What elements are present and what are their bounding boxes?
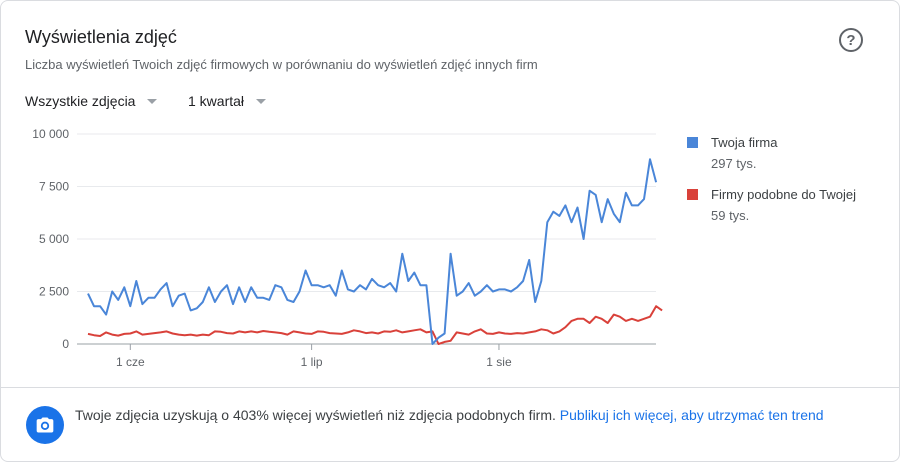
y-tick-label: 5 000 (39, 232, 69, 246)
insight-message: Twoje zdjęcia uzyskują o 403% więcej wyś… (75, 403, 875, 427)
legend-label: Twoja firma (711, 135, 778, 150)
x-tick-label: 1 sie (486, 355, 512, 369)
y-tick-label: 10 000 (32, 127, 69, 141)
divider (1, 387, 899, 388)
legend-value: 297 tys. (711, 156, 757, 171)
period-filter-label: 1 kwartał (188, 93, 245, 109)
photos-filter-dropdown[interactable]: Wszystkie zdjęcia (25, 93, 158, 109)
legend-swatch (687, 189, 698, 200)
publish-more-link[interactable]: Publikuj ich więcej, aby utrzymać ten tr… (559, 407, 824, 423)
help-icon[interactable]: ? (839, 28, 863, 52)
legend-label: Firmy podobne do Twojej (711, 187, 857, 202)
insight-text: Twoje zdjęcia uzyskują o 403% więcej wyś… (75, 407, 560, 423)
y-tick-label: 0 (62, 337, 69, 351)
card-subtitle: Liczba wyświetleń Twoich zdjęć firmowych… (25, 57, 538, 72)
photos-filter-label: Wszystkie zdjęcia (25, 93, 136, 109)
y-tick-label: 7 500 (39, 180, 69, 194)
chevron-down-icon (256, 98, 267, 104)
views-line-chart: 0 2 500 5 000 7 500 10 000 1 cze 1 lip 1 sie (32, 127, 663, 369)
legend-value: 59 tys. (711, 208, 750, 223)
camera-icon (26, 406, 64, 444)
legend-swatch (687, 137, 698, 148)
card-title: Wyświetlenia zdjęć (25, 27, 177, 47)
series-line-similar-businesses (87, 305, 663, 345)
y-tick-label: 2 500 (39, 285, 69, 299)
x-tick-label: 1 cze (116, 355, 145, 369)
period-filter-dropdown[interactable]: 1 kwartał (188, 93, 267, 109)
series-line-own-business (87, 158, 658, 345)
x-tick-label: 1 lip (301, 355, 323, 369)
chevron-down-icon (147, 98, 158, 104)
